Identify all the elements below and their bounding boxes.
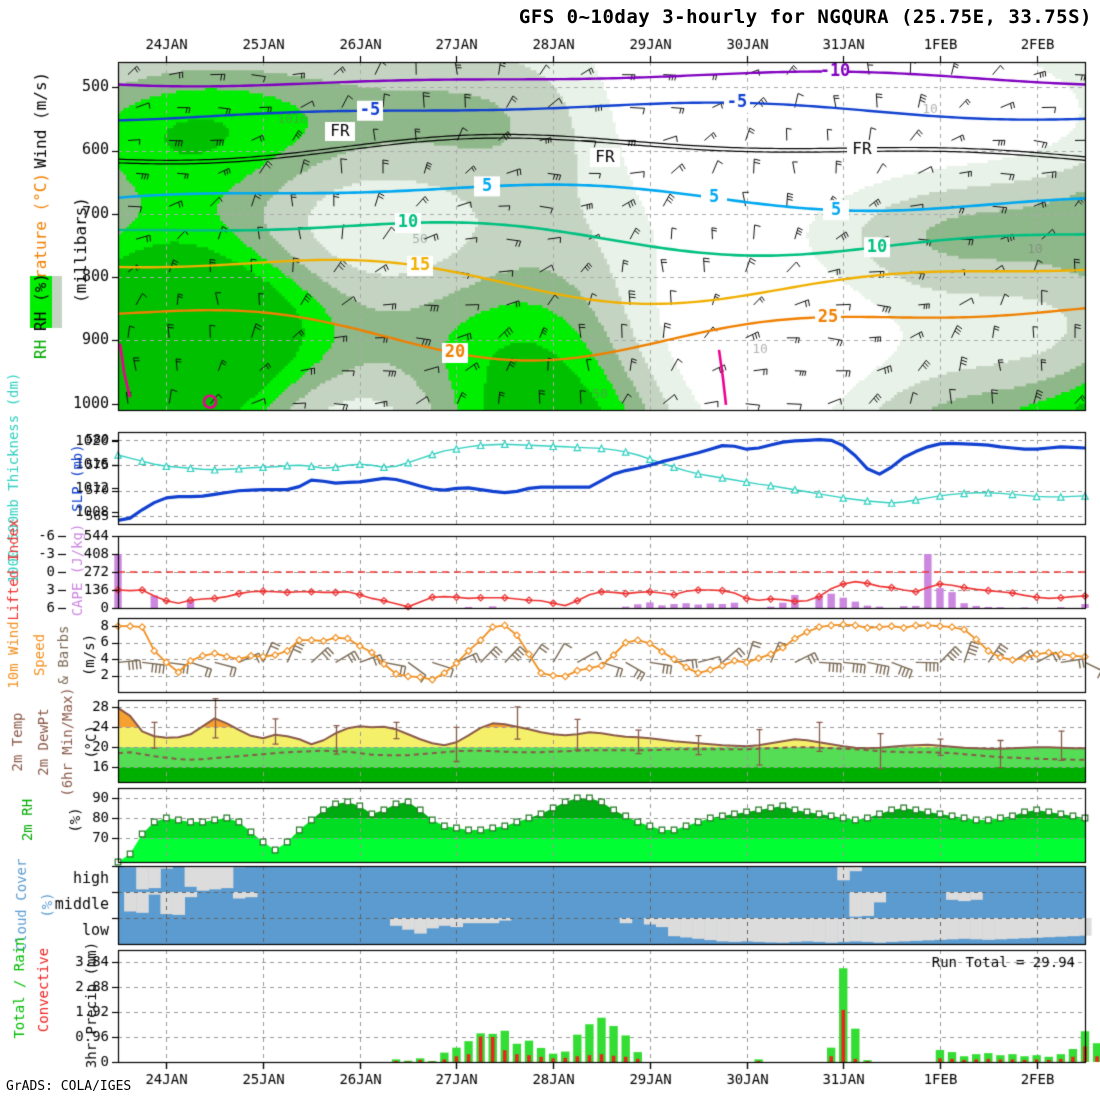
credit-footer: GrADS: COLA/IGES bbox=[6, 1079, 132, 1094]
